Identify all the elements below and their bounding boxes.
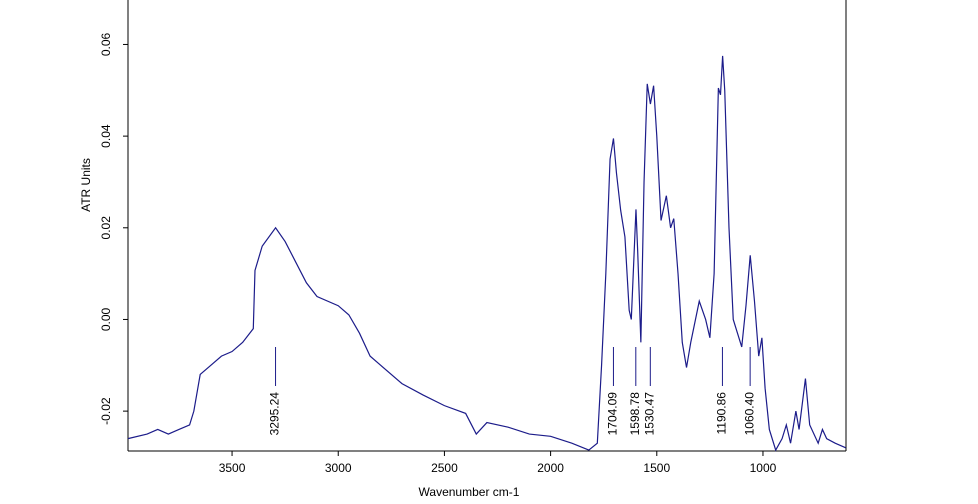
x-axis-title: Wavenumber cm-1 <box>419 485 520 499</box>
peak-label: 1598.78 <box>628 392 642 436</box>
spectrum-line <box>127 55 847 452</box>
x-tick-label: 1000 <box>750 461 777 475</box>
peak-label: 1060.40 <box>742 392 756 436</box>
y-tick-label: -0.02 <box>99 397 113 425</box>
peak-label: 1530.47 <box>642 392 656 436</box>
x-tick-label: 2000 <box>537 461 564 475</box>
y-tick-label: 0.04 <box>99 124 113 148</box>
x-tick-label: 2500 <box>431 461 458 475</box>
peak-label: 3295.24 <box>268 392 282 436</box>
y-tick-label: 0.02 <box>99 216 113 240</box>
x-tick-label: 3000 <box>325 461 352 475</box>
y-axis-title: ATR Units <box>79 158 93 212</box>
peak-label: 1190.86 <box>715 392 729 435</box>
x-tick-label: 3500 <box>219 461 246 475</box>
y-tick-label: 0.06 <box>99 32 113 56</box>
peak-label: 1704.09 <box>606 392 620 436</box>
y-tick-label: 0.00 <box>99 307 113 331</box>
x-tick-label: 1500 <box>643 461 670 475</box>
